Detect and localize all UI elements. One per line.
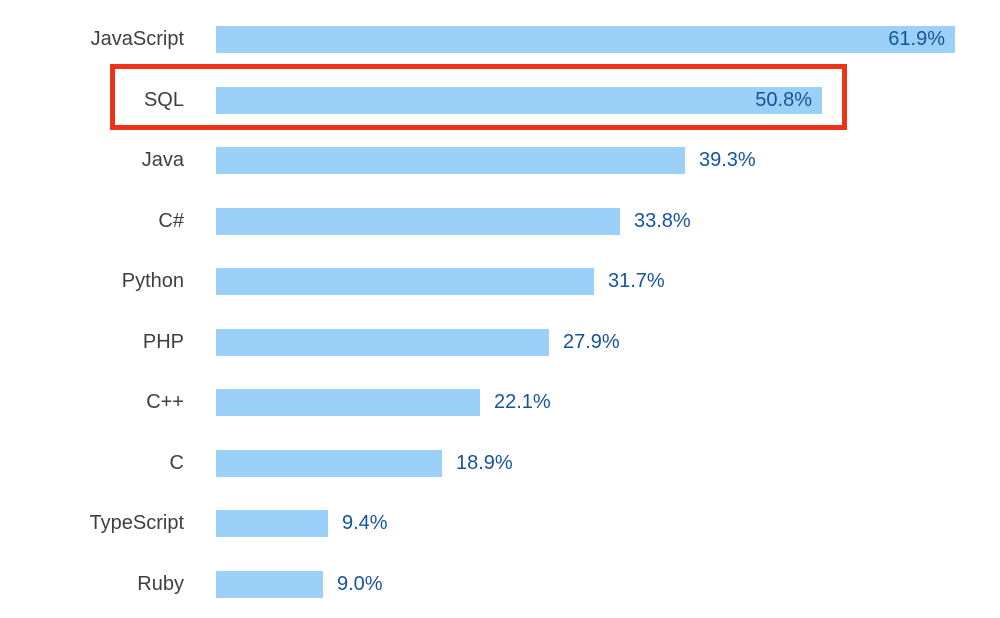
category-label: Java — [141, 149, 184, 171]
value-label: 31.7% — [608, 270, 665, 292]
bar-row: C++ 22.1% — [0, 389, 1000, 416]
category-label: JavaScript — [90, 28, 184, 50]
bar-row: C 18.9% — [0, 450, 1000, 477]
bar-row: Ruby 9.0% — [0, 571, 1000, 598]
category-label: Ruby — [137, 573, 184, 595]
bar — [216, 571, 323, 598]
value-label: 27.9% — [563, 331, 620, 353]
value-label: 9.0% — [337, 573, 383, 595]
bar — [216, 389, 480, 416]
bar-row: C# 33.8% — [0, 208, 1000, 235]
value-label: 18.9% — [456, 452, 513, 474]
bar — [216, 268, 594, 295]
bar — [216, 450, 442, 477]
bar — [216, 26, 955, 53]
bar-row: Java 39.3% — [0, 147, 1000, 174]
bar — [216, 147, 685, 174]
category-label: Python — [121, 270, 184, 292]
bar — [216, 510, 328, 537]
bar — [216, 87, 822, 114]
value-label: 22.1% — [494, 391, 551, 413]
value-label: 39.3% — [699, 149, 756, 171]
bar-row: SQL 50.8% — [0, 87, 1000, 114]
value-label: 33.8% — [634, 210, 691, 232]
category-label: TypeScript — [89, 512, 184, 534]
bar-row: Python 31.7% — [0, 268, 1000, 295]
category-label: C# — [158, 210, 184, 232]
value-label: 61.9% — [888, 28, 945, 50]
bar-row: JavaScript 61.9% — [0, 26, 1000, 53]
bar-row: TypeScript 9.4% — [0, 510, 1000, 537]
value-label: 9.4% — [342, 512, 388, 534]
bar — [216, 208, 620, 235]
category-label: SQL — [143, 89, 184, 111]
category-label: C++ — [146, 391, 184, 413]
value-label: 50.8% — [755, 89, 812, 111]
category-label: C — [169, 452, 184, 474]
category-label: PHP — [142, 331, 184, 353]
bar — [216, 329, 549, 356]
bar-row: PHP 27.9% — [0, 329, 1000, 356]
